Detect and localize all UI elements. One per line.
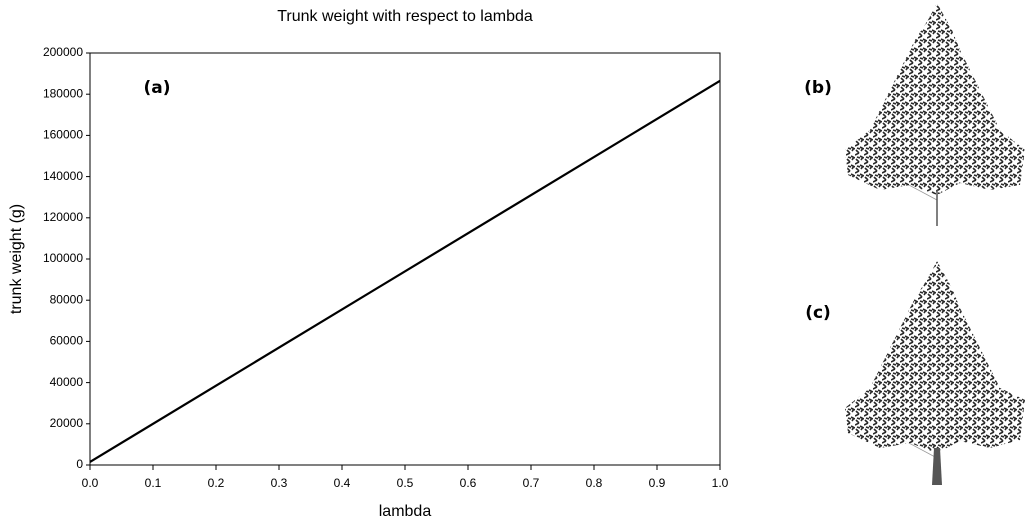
x-tick-label: 0.0 (82, 476, 99, 490)
x-tick-label: 0.2 (208, 476, 225, 490)
x-tick-label: 0.9 (649, 476, 666, 490)
y-tick-label: 0 (76, 457, 83, 471)
y-tick-label: 20000 (50, 416, 84, 430)
plot-frame (89, 52, 721, 466)
x-tick-label: 0.7 (523, 476, 540, 490)
y-tick-label: 60000 (50, 334, 84, 348)
x-tick-label: 0.3 (271, 476, 288, 490)
x-tick-label: 0.8 (586, 476, 603, 490)
chart-title: Trunk weight with respect to lambda (277, 8, 533, 25)
y-tick-label: 180000 (43, 86, 83, 100)
x-tick-label: 1.0 (712, 476, 729, 490)
y-axis-label: trunk weight (g) (8, 204, 25, 314)
y-tick-label: 100000 (43, 251, 83, 265)
data-line (89, 79, 721, 463)
x-tick-label: 0.4 (334, 476, 351, 490)
y-tick-label: 200000 (43, 45, 83, 59)
tree-image (845, 261, 1025, 485)
x-tick-label: 0.6 (460, 476, 477, 490)
panel-label: (c) (805, 303, 831, 323)
x-tick-label: 0.5 (397, 476, 414, 490)
panel-label: (a) (143, 78, 170, 98)
tree-image (845, 3, 1025, 226)
y-tick-label: 140000 (43, 169, 83, 183)
y-tick-label: 120000 (43, 210, 83, 224)
panel-label: (b) (804, 78, 832, 98)
y-tick-label: 40000 (50, 375, 84, 389)
x-axis-label: lambda (379, 503, 432, 520)
y-tick-label: 160000 (43, 128, 83, 142)
y-tick-label: 80000 (50, 292, 84, 306)
x-tick-label: 0.1 (145, 476, 162, 490)
